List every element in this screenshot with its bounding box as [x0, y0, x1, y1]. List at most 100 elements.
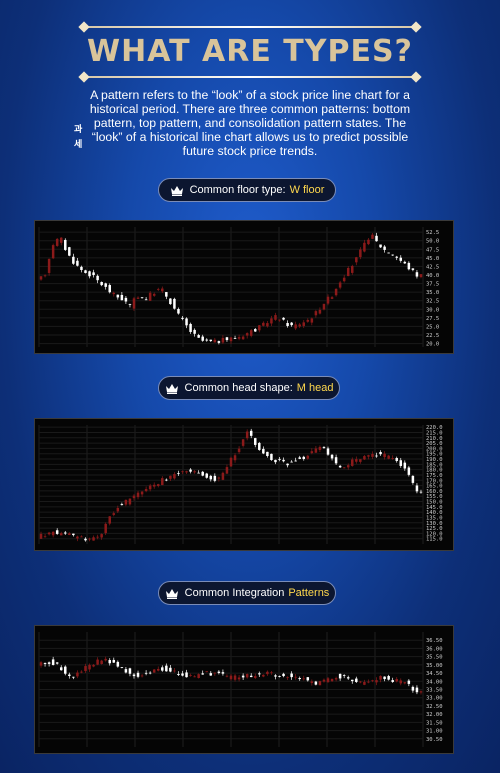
candle — [407, 262, 411, 270]
candle — [156, 668, 160, 671]
y-tick-label: 190.0 — [426, 457, 443, 463]
candle — [39, 533, 43, 539]
candle — [229, 675, 233, 680]
candle — [302, 456, 306, 460]
candle — [419, 691, 423, 693]
candle — [156, 484, 160, 486]
candle — [96, 275, 99, 281]
y-tick-label: 120.0 — [426, 531, 443, 537]
y-tick-label: 205.0 — [426, 441, 443, 447]
candle — [342, 675, 346, 676]
candle — [104, 283, 107, 287]
candle — [185, 471, 188, 473]
candle — [205, 473, 209, 478]
y-tick-label: 37.5 — [426, 282, 439, 288]
header-bottom-left-diamond — [78, 71, 90, 83]
candle — [197, 472, 200, 474]
candle — [241, 675, 245, 678]
candle — [237, 337, 241, 339]
candle — [278, 319, 281, 321]
candle — [120, 504, 124, 506]
candle — [189, 469, 192, 472]
candle — [403, 261, 407, 264]
candle — [334, 678, 338, 680]
candle — [274, 459, 277, 463]
candle — [367, 239, 370, 245]
candle — [286, 677, 289, 679]
candle — [96, 536, 99, 538]
crown-icon — [165, 383, 178, 394]
y-tick-label: 180.0 — [426, 468, 443, 474]
y-tick-label: 130.0 — [426, 521, 443, 527]
candle — [282, 317, 285, 320]
candle — [383, 453, 386, 458]
crown-icon — [170, 185, 183, 196]
candle — [116, 507, 120, 512]
candle — [55, 662, 59, 664]
y-tick-label: 155.0 — [426, 494, 443, 500]
candle — [399, 680, 403, 684]
candle — [266, 451, 269, 457]
candle — [148, 485, 152, 490]
y-tick-label: 175.0 — [426, 473, 443, 479]
candle — [193, 329, 196, 334]
candle — [334, 457, 338, 464]
w-floor-chart: 52.5 50.0 47.5 45.0 42.5 40.0 37.5 35.0 32.5 30.0… — [34, 220, 454, 354]
candle — [108, 285, 111, 293]
y-tick-label: 33.00 — [426, 696, 443, 702]
candle — [286, 322, 289, 326]
candle — [290, 461, 293, 463]
candle — [156, 288, 160, 290]
y-tick-label: 165.0 — [426, 484, 443, 490]
section-pill-head-shape: Common head shape: M head — [158, 376, 340, 400]
candle — [241, 336, 245, 340]
candle — [326, 448, 330, 455]
candle — [419, 274, 423, 278]
candle — [270, 453, 273, 461]
candle — [379, 452, 382, 455]
section-label: Common Integration — [184, 587, 285, 599]
candle — [148, 292, 152, 301]
y-tick-label: 40.0 — [426, 273, 439, 279]
candle — [72, 256, 75, 264]
candle — [165, 479, 168, 481]
header-bottom-line — [88, 76, 412, 78]
candle — [375, 680, 378, 683]
crown-icon — [165, 588, 178, 599]
candle — [302, 678, 306, 680]
y-tick-label: 170.0 — [426, 478, 443, 484]
candle — [359, 459, 362, 462]
candle — [229, 457, 233, 467]
candle — [197, 674, 200, 679]
candle — [318, 309, 322, 314]
y-tick-label: 32.50 — [426, 704, 443, 710]
candle — [322, 303, 326, 310]
section-label: Common head shape: — [184, 382, 293, 394]
candle — [193, 676, 196, 678]
candle — [306, 677, 310, 681]
candle — [132, 674, 136, 677]
y-tick-label: 50.0 — [426, 239, 439, 245]
candle — [415, 485, 419, 492]
candle — [124, 297, 128, 302]
y-tick-label: 32.00 — [426, 712, 443, 718]
candle — [262, 674, 265, 677]
candle — [290, 673, 293, 678]
candle — [181, 673, 184, 676]
candle — [419, 491, 423, 493]
y-tick-label: 33.50 — [426, 688, 443, 694]
y-tick-label: 34.00 — [426, 679, 443, 685]
candle — [342, 467, 346, 469]
y-tick-label: 150.0 — [426, 500, 443, 506]
candle — [258, 673, 261, 675]
candle — [274, 315, 277, 320]
candle — [395, 678, 398, 682]
candle — [387, 252, 390, 254]
candle — [51, 659, 55, 665]
candle — [76, 672, 79, 677]
candle — [128, 304, 132, 305]
y-tick-label: 27.5 — [426, 316, 439, 322]
candle — [177, 673, 180, 675]
y-tick-label: 45.0 — [426, 256, 439, 262]
candle — [294, 676, 297, 678]
